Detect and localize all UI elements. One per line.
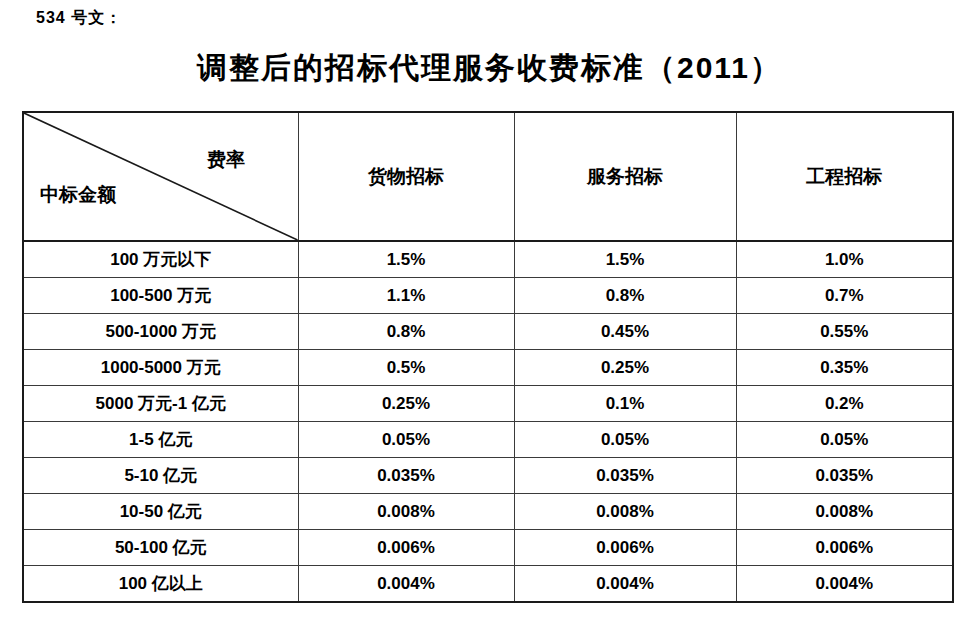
rate-cell: 0.035% [736, 458, 953, 494]
rate-cell: 0.008% [736, 494, 953, 530]
rate-cell: 0.55% [736, 314, 953, 350]
row-label-amount-range: 5000 万元-1 亿元 [23, 386, 298, 422]
rate-cell: 0.004% [514, 566, 736, 603]
rate-cell: 0.5% [298, 350, 514, 386]
table-row: 500-1000 万元0.8%0.45%0.55% [23, 314, 953, 350]
corner-cell: 费率 中标金额 [23, 112, 298, 241]
rate-cell: 0.7% [736, 278, 953, 314]
rate-cell: 0.05% [514, 422, 736, 458]
rate-cell: 0.45% [514, 314, 736, 350]
rate-cell: 0.05% [298, 422, 514, 458]
table-row: 100-500 万元1.1%0.8%0.7% [23, 278, 953, 314]
rate-cell: 0.006% [298, 530, 514, 566]
row-label-amount-range: 100-500 万元 [23, 278, 298, 314]
rate-cell: 0.8% [298, 314, 514, 350]
rate-cell: 0.035% [298, 458, 514, 494]
table-row: 1000-5000 万元0.5%0.25%0.35% [23, 350, 953, 386]
table-row: 5-10 亿元0.035%0.035%0.035% [23, 458, 953, 494]
rate-cell: 0.035% [514, 458, 736, 494]
row-label-amount-range: 5-10 亿元 [23, 458, 298, 494]
row-label-amount-range: 10-50 亿元 [23, 494, 298, 530]
rate-cell: 0.25% [514, 350, 736, 386]
table-row: 50-100 亿元0.006%0.006%0.006% [23, 530, 953, 566]
row-label-amount-range: 500-1000 万元 [23, 314, 298, 350]
rate-cell: 0.8% [514, 278, 736, 314]
fee-table: 费率 中标金额 货物招标 服务招标 工程招标 100 万元以下1.5%1.5%1… [22, 111, 954, 603]
table-row: 100 万元以下1.5%1.5%1.0% [23, 241, 953, 278]
table-row: 100 亿以上0.004%0.004%0.004% [23, 566, 953, 603]
column-header-engineering-bidding: 工程招标 [736, 112, 953, 241]
rate-cell: 0.25% [298, 386, 514, 422]
document-page: 534 号文： 调整后的招标代理服务收费标准（2011） 费率 中标金额 货物招… [0, 0, 979, 629]
rate-cell: 1.0% [736, 241, 953, 278]
rate-cell: 1.5% [298, 241, 514, 278]
rate-cell: 0.008% [298, 494, 514, 530]
row-label-amount-range: 100 亿以上 [23, 566, 298, 603]
rate-cell: 0.006% [514, 530, 736, 566]
rate-cell: 0.05% [736, 422, 953, 458]
row-label-amount-range: 1000-5000 万元 [23, 350, 298, 386]
rate-cell: 0.35% [736, 350, 953, 386]
row-label-amount-range: 1-5 亿元 [23, 422, 298, 458]
rate-cell: 0.004% [298, 566, 514, 603]
table-row: 1-5 亿元0.05%0.05%0.05% [23, 422, 953, 458]
column-header-goods-bidding: 货物招标 [298, 112, 514, 241]
rate-cell: 1.1% [298, 278, 514, 314]
rate-cell: 0.006% [736, 530, 953, 566]
rate-cell: 0.008% [514, 494, 736, 530]
rate-cell: 0.2% [736, 386, 953, 422]
doc-number: 534 号文： [36, 8, 122, 29]
header-row: 费率 中标金额 货物招标 服务招标 工程招标 [23, 112, 953, 241]
diagonal-line-icon [24, 113, 298, 240]
fee-table-body: 100 万元以下1.5%1.5%1.0%100-500 万元1.1%0.8%0.… [23, 241, 953, 602]
rate-cell: 0.004% [736, 566, 953, 603]
table-row: 5000 万元-1 亿元0.25%0.1%0.2% [23, 386, 953, 422]
page-title: 调整后的招标代理服务收费标准（2011） [0, 48, 979, 89]
rate-cell: 0.1% [514, 386, 736, 422]
row-label-amount-range: 50-100 亿元 [23, 530, 298, 566]
corner-label-rate: 费率 [207, 147, 245, 173]
table-row: 10-50 亿元0.008%0.008%0.008% [23, 494, 953, 530]
corner-label-amount: 中标金额 [40, 182, 116, 208]
row-label-amount-range: 100 万元以下 [23, 241, 298, 278]
column-header-service-bidding: 服务招标 [514, 112, 736, 241]
rate-cell: 1.5% [514, 241, 736, 278]
